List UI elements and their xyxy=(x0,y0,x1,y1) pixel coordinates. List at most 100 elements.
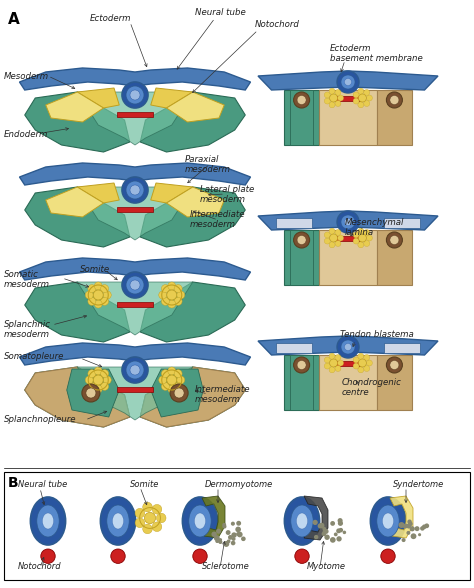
Ellipse shape xyxy=(295,549,309,563)
Ellipse shape xyxy=(324,92,330,98)
Ellipse shape xyxy=(214,535,220,541)
Polygon shape xyxy=(377,230,412,285)
Ellipse shape xyxy=(364,366,370,372)
Ellipse shape xyxy=(324,232,330,238)
Polygon shape xyxy=(166,92,224,122)
Ellipse shape xyxy=(401,538,406,542)
Ellipse shape xyxy=(161,382,169,390)
Polygon shape xyxy=(334,236,362,241)
Text: Neural tube: Neural tube xyxy=(18,480,67,489)
Ellipse shape xyxy=(381,549,395,563)
Ellipse shape xyxy=(174,388,184,398)
Ellipse shape xyxy=(330,521,335,526)
Polygon shape xyxy=(77,282,193,335)
Ellipse shape xyxy=(297,360,306,369)
Ellipse shape xyxy=(377,505,399,537)
Ellipse shape xyxy=(353,92,359,98)
Ellipse shape xyxy=(226,530,230,535)
Ellipse shape xyxy=(324,238,330,244)
Ellipse shape xyxy=(335,89,341,95)
Ellipse shape xyxy=(297,236,306,245)
Polygon shape xyxy=(25,92,130,152)
Ellipse shape xyxy=(358,242,364,248)
Ellipse shape xyxy=(130,90,140,100)
Ellipse shape xyxy=(88,370,96,377)
Polygon shape xyxy=(291,90,313,145)
Ellipse shape xyxy=(215,539,219,543)
Ellipse shape xyxy=(353,98,359,104)
Polygon shape xyxy=(276,343,312,353)
Ellipse shape xyxy=(329,359,337,367)
Ellipse shape xyxy=(100,298,109,305)
Ellipse shape xyxy=(323,529,327,533)
Ellipse shape xyxy=(293,357,310,373)
Polygon shape xyxy=(77,183,119,203)
Ellipse shape xyxy=(100,370,109,377)
Polygon shape xyxy=(334,96,362,101)
Ellipse shape xyxy=(366,95,373,101)
Ellipse shape xyxy=(358,367,364,373)
Ellipse shape xyxy=(390,95,399,105)
Ellipse shape xyxy=(341,215,355,229)
Ellipse shape xyxy=(143,524,152,534)
Ellipse shape xyxy=(219,538,222,542)
Ellipse shape xyxy=(335,229,341,236)
Ellipse shape xyxy=(408,522,413,526)
Text: Splanchnic
mesoderm: Splanchnic mesoderm xyxy=(4,320,51,339)
Ellipse shape xyxy=(364,240,370,246)
Ellipse shape xyxy=(94,367,102,375)
Ellipse shape xyxy=(30,497,65,545)
Ellipse shape xyxy=(293,232,310,248)
Ellipse shape xyxy=(182,497,218,545)
Polygon shape xyxy=(202,496,225,538)
Ellipse shape xyxy=(329,88,335,94)
Polygon shape xyxy=(19,68,250,90)
Ellipse shape xyxy=(335,101,341,106)
Ellipse shape xyxy=(112,513,124,529)
Ellipse shape xyxy=(329,94,337,102)
Ellipse shape xyxy=(337,518,343,523)
Ellipse shape xyxy=(358,228,364,234)
Ellipse shape xyxy=(337,211,359,233)
Polygon shape xyxy=(25,367,130,427)
Ellipse shape xyxy=(241,536,246,541)
Text: Tendon blastema: Tendon blastema xyxy=(340,330,414,339)
Ellipse shape xyxy=(420,526,425,530)
Ellipse shape xyxy=(334,533,337,536)
Ellipse shape xyxy=(358,359,366,367)
Ellipse shape xyxy=(135,509,145,518)
Text: Syndertome: Syndertome xyxy=(393,480,444,489)
Ellipse shape xyxy=(321,532,326,536)
Text: Lateral plate
mesoderm: Lateral plate mesoderm xyxy=(200,185,254,205)
Ellipse shape xyxy=(41,549,55,563)
Ellipse shape xyxy=(329,353,335,359)
Ellipse shape xyxy=(406,523,411,529)
Ellipse shape xyxy=(345,79,352,85)
Text: Neural tube: Neural tube xyxy=(195,8,246,17)
Ellipse shape xyxy=(126,181,144,199)
Ellipse shape xyxy=(228,535,233,540)
Ellipse shape xyxy=(407,519,412,524)
Ellipse shape xyxy=(338,528,343,532)
Text: Dermomyotome: Dermomyotome xyxy=(205,480,273,489)
Ellipse shape xyxy=(236,521,241,526)
Ellipse shape xyxy=(364,229,370,236)
Ellipse shape xyxy=(353,363,359,369)
Ellipse shape xyxy=(353,238,359,244)
Ellipse shape xyxy=(386,92,402,108)
Ellipse shape xyxy=(291,505,313,537)
Polygon shape xyxy=(284,355,319,410)
Polygon shape xyxy=(140,92,245,152)
Text: B: B xyxy=(8,476,18,490)
Ellipse shape xyxy=(318,523,323,529)
Ellipse shape xyxy=(424,523,429,528)
Polygon shape xyxy=(46,92,103,122)
Ellipse shape xyxy=(364,89,370,95)
Ellipse shape xyxy=(159,376,167,384)
Polygon shape xyxy=(117,207,153,212)
Ellipse shape xyxy=(159,291,167,299)
Polygon shape xyxy=(46,187,103,217)
Ellipse shape xyxy=(88,285,96,293)
Polygon shape xyxy=(25,187,130,247)
Ellipse shape xyxy=(335,366,341,372)
